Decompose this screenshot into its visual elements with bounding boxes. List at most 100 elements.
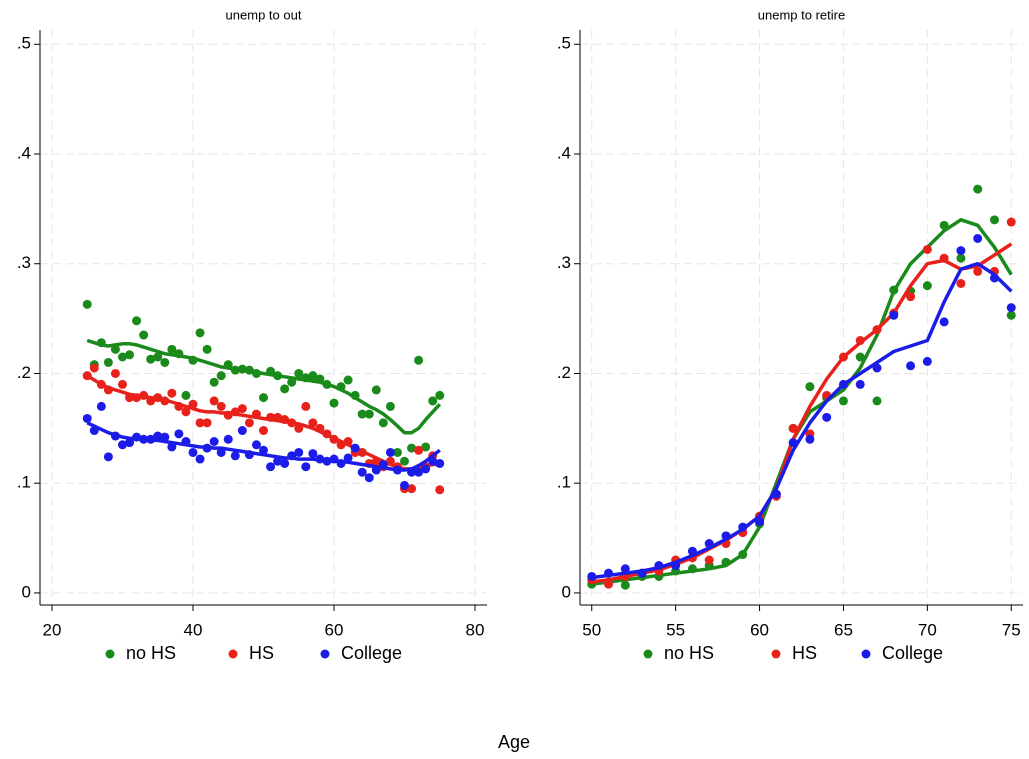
point [110,344,120,354]
point [378,418,388,428]
legend-marker [320,649,330,659]
fit-line [86,338,442,435]
chart-title: unemp to retire [758,7,845,22]
y-tick-label: .2 [557,363,571,382]
point [181,390,191,400]
point [620,580,630,590]
y-tick-label: .5 [557,34,571,53]
point [195,418,205,428]
x-tick-label: 60 [750,620,769,639]
point [308,449,318,459]
point [160,357,170,367]
legend-marker [105,649,115,659]
point [259,393,268,403]
point [117,352,127,362]
point [385,401,395,411]
point [922,281,932,291]
point [407,443,417,453]
point [139,330,149,340]
point [1006,217,1016,227]
point [357,467,367,477]
y-tick-label: .3 [557,253,571,272]
y-tick-label: .5 [17,34,31,53]
point [421,442,431,452]
point [939,317,949,327]
point [604,579,614,589]
point [167,388,177,398]
point [989,215,999,225]
legend-label: no HS [126,643,176,663]
chart-title: unemp to out [226,7,302,22]
point [889,310,899,320]
point [216,401,226,411]
point [956,246,966,256]
point [922,356,932,366]
y-tick-label: 0 [562,582,571,601]
point [308,371,318,381]
point [400,456,410,466]
point [400,480,410,490]
point [788,423,798,433]
point [956,253,966,263]
point [280,384,290,394]
x-tick-label: 75 [1002,620,1021,639]
point [973,233,983,243]
point [153,352,163,362]
point [1006,303,1016,313]
point [237,426,247,436]
y-tick-label: .3 [17,253,31,272]
legend-marker [771,649,781,659]
point [294,368,304,378]
point [280,458,290,468]
point [209,377,219,387]
point [805,434,815,444]
point [435,390,445,400]
point [385,447,395,457]
y-tick-label: .1 [17,473,31,492]
legend-marker [643,649,653,659]
point [244,418,254,428]
fit-line [86,374,440,471]
point [805,382,815,392]
point [620,564,630,574]
point [343,453,353,463]
x-tick-label: 20 [43,620,62,639]
point [357,409,367,419]
point [704,555,714,565]
point [906,292,916,302]
point [294,447,304,457]
point [125,438,135,448]
point [132,316,142,326]
point [906,361,916,371]
point [202,418,212,428]
point [435,485,445,495]
point [188,447,198,457]
y-tick-label: .4 [557,143,571,162]
point [973,184,983,194]
point [216,371,226,381]
point [973,266,983,276]
point [174,429,184,439]
point [428,396,438,406]
point [89,363,99,373]
point [103,357,113,367]
point [117,440,127,450]
point [435,458,445,468]
point [364,409,374,419]
point [167,442,177,452]
x-tick-label: 40 [184,620,203,639]
point [230,451,240,461]
point [1006,310,1016,320]
point [855,379,865,389]
point [110,368,120,378]
point [181,407,191,417]
y-tick-label: .1 [557,473,571,492]
legend-marker [228,649,238,659]
point [329,398,339,408]
point [82,413,92,423]
point [160,432,170,442]
point [153,431,163,441]
y-tick-label: .2 [17,363,31,382]
